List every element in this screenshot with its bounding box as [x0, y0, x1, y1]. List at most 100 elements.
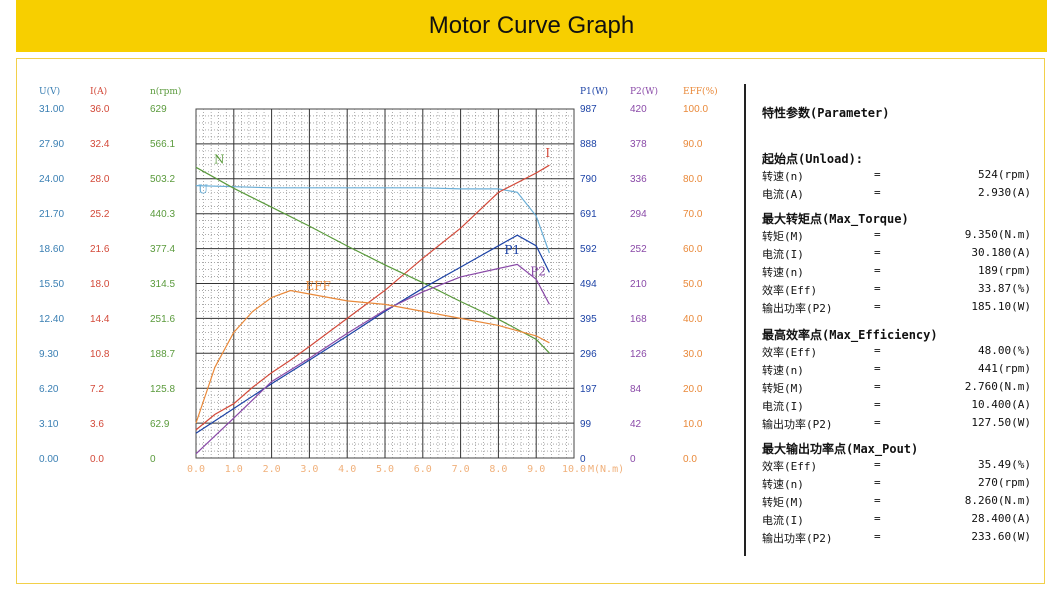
axis-tick-n: 251.6: [150, 314, 175, 325]
series-label-P2: P2: [530, 264, 546, 278]
axis-header-n: n(rpm): [150, 86, 181, 97]
axis-tick-P2: 168: [630, 314, 647, 325]
parameter-label: 电流(I): [762, 400, 804, 413]
axis-tick-EFF: 20.0: [683, 384, 703, 395]
axis-tick-V: 9.30: [39, 349, 59, 360]
axis-tick-P2: 84: [630, 384, 642, 395]
axis-tick-I: 7.2: [90, 384, 104, 395]
axis-tick-EFF: 10.0: [683, 419, 703, 430]
axis-tick-I: 32.4: [90, 139, 110, 150]
axis-tick-I: 28.0: [90, 174, 110, 185]
axis-tick-P1: 0: [580, 454, 586, 465]
parameter-label: 转速(n): [762, 266, 804, 279]
parameter-value: 33.87(%): [978, 282, 1031, 295]
axis-tick-EFF: 100.0: [683, 104, 708, 115]
axis-tick-V: 0.00: [39, 454, 59, 465]
x-tick-label: 5.0: [376, 464, 394, 475]
axis-tick-n: 440.3: [150, 209, 175, 220]
axis-tick-n: 503.2: [150, 174, 175, 185]
x-tick-label: 2.0: [263, 464, 281, 475]
parameter-value: 185.10(W): [971, 300, 1031, 313]
axis-tick-P1: 888: [580, 139, 597, 150]
x-axis-label: M(N.m): [588, 464, 624, 475]
parameter-value: 2.930(A): [978, 186, 1031, 199]
axis-header-V: U(V): [39, 86, 60, 97]
parameter-row: 转矩(M) = 2.760(N.m): [762, 380, 1037, 396]
parameter-label: 效率(Eff): [762, 284, 818, 297]
axis-tick-V: 27.90: [39, 139, 64, 150]
x-tick-label: 10.0: [562, 464, 586, 475]
parameter-row: 电流(I) = 28.400(A): [762, 512, 1037, 528]
parameter-equals: =: [874, 512, 881, 525]
parameter-section-heading: 最高效率点(Max_Efficiency): [762, 328, 938, 342]
parameter-label: 转矩(M): [762, 496, 804, 509]
axis-tick-n: 314.5: [150, 279, 175, 290]
parameter-equals: =: [874, 186, 881, 199]
parameter-value: 28.400(A): [971, 512, 1031, 525]
parameter-row: 电流(I) = 10.400(A): [762, 398, 1037, 414]
axis-tick-EFF: 50.0: [683, 279, 703, 290]
parameter-equals: =: [874, 458, 881, 471]
axis-header-I: I(A): [90, 86, 107, 97]
parameter-value: 9.350(N.m): [964, 228, 1031, 241]
parameter-equals: =: [874, 380, 881, 393]
parameter-value: 8.260(N.m): [964, 494, 1031, 507]
series-line-N: [195, 166, 550, 354]
axis-tick-EFF: 70.0: [683, 209, 703, 220]
axis-tick-I: 0.0: [90, 454, 104, 465]
parameter-value: 2.760(N.m): [964, 380, 1031, 393]
series-label-I: I: [545, 146, 550, 160]
parameter-label: 输出功率(P2): [762, 418, 833, 431]
axis-header-P2: P2(W): [630, 86, 658, 97]
parameter-row: 电流(A) = 2.930(A): [762, 186, 1037, 202]
parameter-section-heading: 最大输出功率点(Max_Pout): [762, 442, 919, 456]
parameter-row: 转速(n) = 189(rpm): [762, 264, 1037, 280]
title-banner: Motor Curve Graph: [16, 0, 1047, 52]
axis-tick-P1: 790: [580, 174, 597, 185]
parameter-equals: =: [874, 300, 881, 313]
parameter-label: 转速(n): [762, 364, 804, 377]
parameter-value: 233.60(W): [971, 530, 1031, 543]
parameter-equals: =: [874, 362, 881, 375]
axis-tick-V: 3.10: [39, 419, 59, 430]
x-tick-label: 8.0: [489, 464, 507, 475]
parameter-value: 270(rpm): [978, 476, 1031, 489]
axis-tick-P1: 987: [580, 104, 597, 115]
axis-tick-P2: 126: [630, 349, 647, 360]
axis-tick-I: 36.0: [90, 104, 110, 115]
parameter-label: 转矩(M): [762, 230, 804, 243]
axis-tick-V: 12.40: [39, 314, 64, 325]
axis-tick-V: 18.60: [39, 244, 64, 255]
parameter-equals: =: [874, 344, 881, 357]
parameter-label: 转速(n): [762, 170, 804, 183]
x-tick-label: 7.0: [452, 464, 470, 475]
axis-tick-I: 21.6: [90, 244, 110, 255]
axis-tick-n: 377.4: [150, 244, 175, 255]
axis-tick-P1: 494: [580, 279, 597, 290]
axis-header-EFF: EFF(%): [683, 86, 718, 97]
parameter-value: 127.50(W): [971, 416, 1031, 429]
parameter-value: 10.400(A): [971, 398, 1031, 411]
axis-tick-I: 14.4: [90, 314, 110, 325]
axis-tick-EFF: 60.0: [683, 244, 703, 255]
series-line-P2: [195, 263, 550, 455]
parameter-value: 35.49(%): [978, 458, 1031, 471]
parameter-equals: =: [874, 282, 881, 295]
x-tick-label: 4.0: [338, 464, 356, 475]
x-tick-label: 3.0: [300, 464, 318, 475]
axis-tick-n: 566.1: [150, 139, 175, 150]
parameter-label: 电流(I): [762, 248, 804, 261]
parameter-row: 效率(Eff) = 33.87(%): [762, 282, 1037, 298]
axis-tick-P1: 395: [580, 314, 597, 325]
parameter-equals: =: [874, 416, 881, 429]
page-title: Motor Curve Graph: [428, 12, 635, 39]
x-tick-label: 9.0: [527, 464, 545, 475]
axis-tick-P1: 99: [580, 419, 592, 430]
parameter-value: 189(rpm): [978, 264, 1031, 277]
axis-tick-V: 6.20: [39, 384, 59, 395]
axis-tick-P2: 252: [630, 244, 647, 255]
parameter-section-heading: 最大转矩点(Max_Torque): [762, 212, 909, 226]
series-label-N: N: [214, 152, 225, 166]
axis-tick-P2: 210: [630, 279, 647, 290]
parameter-equals: =: [874, 530, 881, 543]
